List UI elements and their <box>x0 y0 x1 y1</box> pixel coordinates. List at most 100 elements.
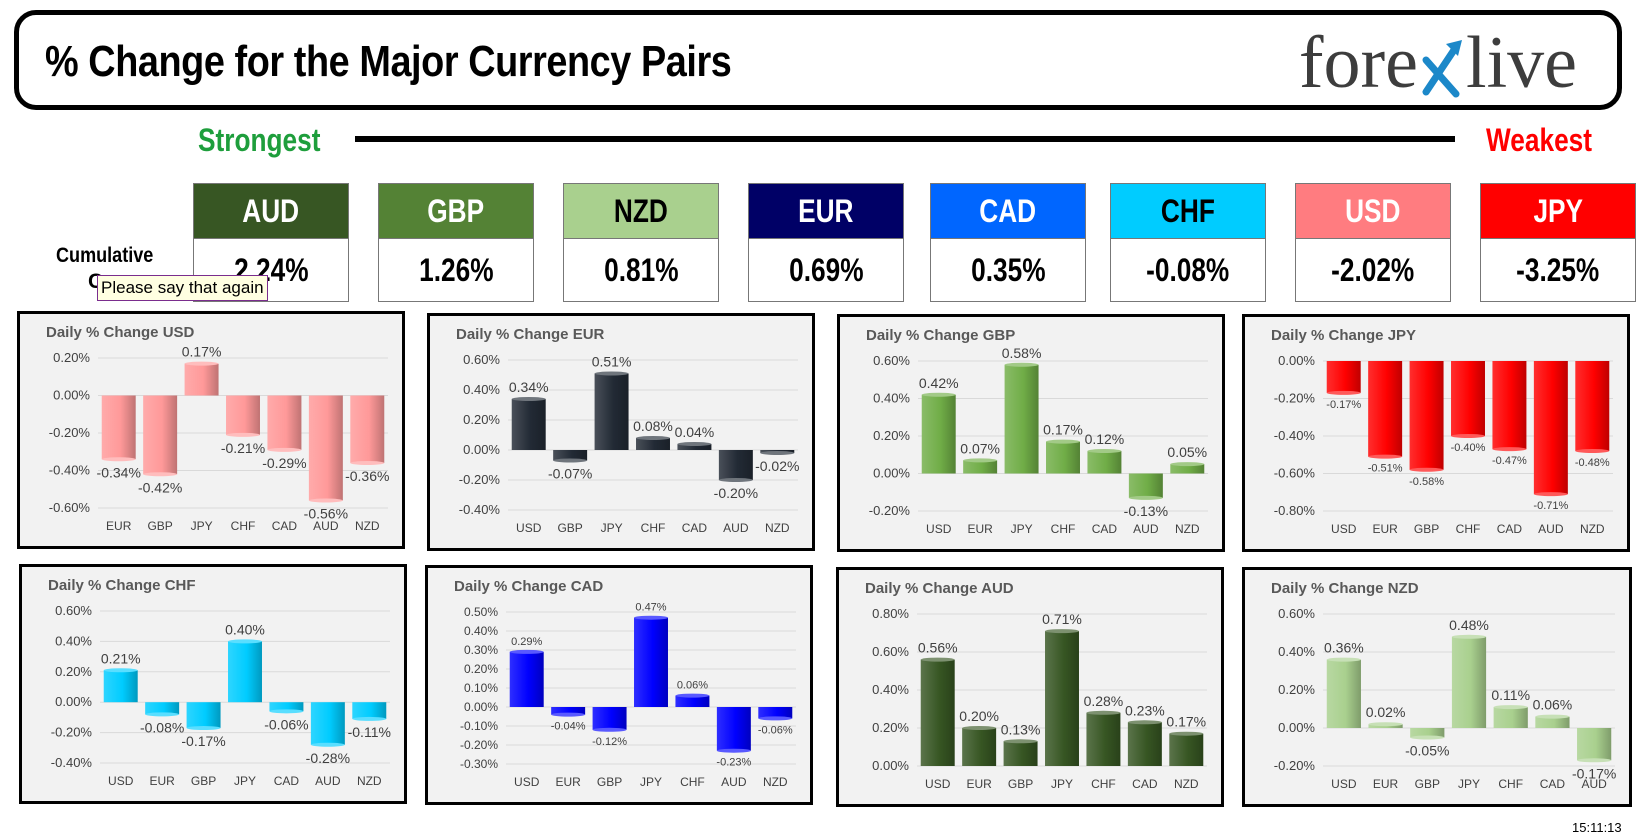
x-tick-label: USD <box>926 522 952 536</box>
currency-code-text: NZD <box>614 192 668 229</box>
x-tick-label: NZD <box>1174 777 1199 791</box>
bar <box>1492 361 1527 450</box>
bar <box>352 702 387 719</box>
data-label: -0.02% <box>755 458 799 474</box>
bar-cap <box>1410 735 1445 740</box>
bar <box>1577 728 1612 761</box>
data-label: -0.06% <box>758 724 793 736</box>
y-tick-label: 0.40% <box>463 382 500 397</box>
currency-box-eur: EUR 0.69% <box>748 183 904 302</box>
chart-title: Daily % Change AUD <box>865 580 1014 597</box>
bar-cap <box>675 693 710 698</box>
bar-cap <box>267 447 302 452</box>
bar-cap <box>1577 758 1612 763</box>
x-tick-label: NZD <box>763 775 788 789</box>
y-tick-label: 0.60% <box>55 603 92 618</box>
x-tick-label: EUR <box>149 774 175 788</box>
x-tick-label: GBP <box>191 774 216 788</box>
currency-value-text: -0.08% <box>1146 252 1230 288</box>
y-tick-label: 0.20% <box>1278 682 1315 697</box>
x-tick-label: JPY <box>1011 522 1033 536</box>
bar <box>1533 361 1568 495</box>
y-tick-label: -0.20% <box>869 503 911 518</box>
x-tick-label: JPY <box>640 775 662 789</box>
currency-code-text: CHF <box>1161 192 1215 229</box>
y-tick-label: 0.60% <box>873 353 910 368</box>
y-tick-label: 0.60% <box>872 644 909 659</box>
strength-scale-line <box>355 136 1455 142</box>
forexlive-logo: fore live <box>1299 21 1577 105</box>
bar <box>1169 733 1204 766</box>
x-tick-label: CAD <box>1497 522 1523 536</box>
currency-code: JPY <box>1481 184 1635 239</box>
chart-panel-4: Daily % Change JPY 0.00% -0.20% -0.40% -0.60… <box>1242 314 1630 552</box>
bar <box>1535 716 1570 728</box>
data-label: 0.40% <box>225 621 265 637</box>
data-label: -0.36% <box>345 468 389 484</box>
bar <box>716 707 751 751</box>
data-label: -0.42% <box>138 479 182 495</box>
data-label: -0.04% <box>551 721 586 733</box>
bar <box>145 702 180 715</box>
bar-cap <box>1170 462 1205 467</box>
cumulative-label: Cumulative <box>56 244 154 267</box>
x-tick-label: EUR <box>1373 777 1399 791</box>
x-tick-label: CHF <box>641 521 666 535</box>
bar-cap <box>509 649 544 654</box>
data-label: -0.08% <box>140 719 184 735</box>
bar <box>308 395 343 501</box>
data-label: 0.12% <box>1085 431 1125 447</box>
bar-cap <box>716 748 751 753</box>
strongest-label: Strongest <box>198 122 321 158</box>
x-tick-label: CAD <box>1540 777 1566 791</box>
bar-cap <box>636 436 670 440</box>
bar <box>511 399 546 450</box>
x-tick-label: EUR <box>1372 522 1398 536</box>
bar <box>634 617 668 707</box>
x-tick-label: GBP <box>597 775 622 789</box>
x-tick-label: GBP <box>147 519 172 533</box>
currency-cumulative-value: -3.25% <box>1481 239 1635 302</box>
data-label: -0.56% <box>304 506 348 522</box>
chart-title: Daily % Change GBP <box>866 327 1016 344</box>
data-label: -0.20% <box>714 485 758 501</box>
data-label: 0.23% <box>1125 702 1165 718</box>
bar <box>101 395 136 460</box>
y-tick-label: 0.00% <box>463 442 500 457</box>
bar <box>1575 361 1610 451</box>
currency-code-text: USD <box>1345 192 1401 229</box>
data-label: 0.34% <box>509 379 549 395</box>
bar <box>553 450 588 461</box>
data-label: 0.36% <box>1324 640 1364 656</box>
y-tick-label: 0.40% <box>464 624 498 638</box>
y-tick-label: -0.40% <box>51 755 93 770</box>
data-label: 0.08% <box>633 418 673 434</box>
y-tick-label: 0.20% <box>872 720 909 735</box>
currency-code-text: EUR <box>798 192 854 229</box>
x-tick-label: USD <box>108 774 134 788</box>
bar-cap <box>310 742 345 747</box>
y-tick-label: 0.00% <box>1278 720 1315 735</box>
data-label: 0.06% <box>677 680 708 692</box>
y-tick-label: -0.20% <box>460 738 498 752</box>
bar <box>1087 451 1122 474</box>
x-tick-label: EUR <box>966 777 992 791</box>
currency-code-text: AUD <box>242 192 300 229</box>
bar <box>228 641 262 703</box>
bar <box>350 395 385 463</box>
data-label: 0.13% <box>1001 721 1041 737</box>
bar <box>1128 473 1163 498</box>
x-tick-label: JPY <box>234 774 256 788</box>
x-tick-label: USD <box>514 775 540 789</box>
currency-value-text: 0.69% <box>788 252 864 288</box>
data-label: 0.06% <box>1533 697 1573 713</box>
bar-cap <box>592 727 627 732</box>
bar <box>186 702 221 729</box>
chart-panel-5: Daily % Change CHF 0.60% 0.40% 0.20% 0.00% -0… <box>19 564 407 804</box>
bar <box>1451 361 1485 436</box>
y-tick-label: 0.10% <box>464 681 498 695</box>
bar-cap <box>677 442 712 446</box>
bar <box>1368 361 1403 457</box>
bar <box>594 373 629 450</box>
y-tick-label: -0.80% <box>1274 503 1316 518</box>
